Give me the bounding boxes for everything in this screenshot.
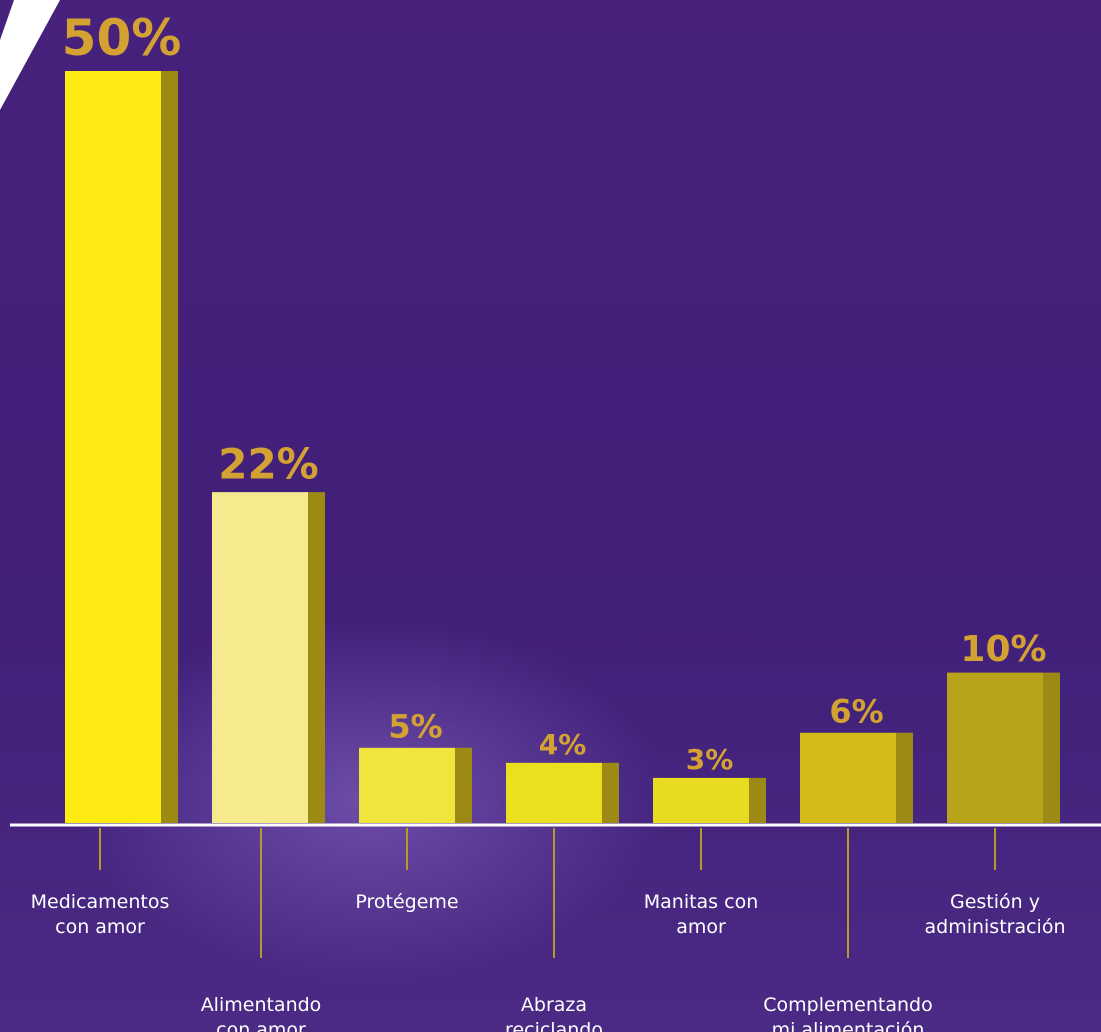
category-label-6-line-1: Complementando — [763, 994, 933, 1016]
bar-side-6 — [896, 733, 913, 823]
value-label-5: 3% — [686, 743, 734, 776]
category-label-3-line-1: Protégeme — [355, 891, 458, 913]
bar-3 — [359, 748, 455, 823]
value-label-3: 5% — [388, 708, 442, 746]
bar-side-7 — [1043, 673, 1060, 823]
category-label-4-line-2: reciclando — [505, 1019, 603, 1032]
bar-7 — [947, 673, 1043, 823]
bar-1 — [65, 71, 161, 823]
bar-side-3 — [455, 748, 472, 823]
value-label-4: 4% — [539, 728, 587, 761]
category-label-1-line-2: con amor — [55, 916, 145, 938]
value-label-2: 22% — [218, 440, 319, 489]
category-label-5-line-1: Manitas con — [644, 891, 759, 913]
category-label-4-line-1: Abraza — [521, 994, 587, 1016]
category-label-5-line-2: amor — [676, 916, 726, 938]
bar-5 — [653, 778, 749, 823]
value-label-6: 6% — [829, 693, 883, 731]
value-label-7: 10% — [960, 629, 1046, 670]
bar-side-1 — [161, 71, 178, 823]
bar-6 — [800, 733, 896, 823]
category-label-7-line-1: Gestión y — [950, 891, 1040, 913]
bar-2 — [212, 492, 308, 823]
bar-4 — [506, 763, 602, 823]
category-label-6-line-2: mi alimentación — [772, 1019, 925, 1032]
category-label-1-line-1: Medicamentos — [31, 891, 170, 913]
value-label-1: 50% — [62, 9, 182, 67]
bar-side-4 — [602, 763, 619, 823]
bar-side-2 — [308, 492, 325, 823]
category-label-2-line-2: con amor — [216, 1019, 306, 1032]
category-label-2-line-1: Alimentando — [201, 994, 322, 1016]
bar-side-5 — [749, 778, 766, 823]
category-label-7-line-2: administración — [924, 916, 1065, 938]
